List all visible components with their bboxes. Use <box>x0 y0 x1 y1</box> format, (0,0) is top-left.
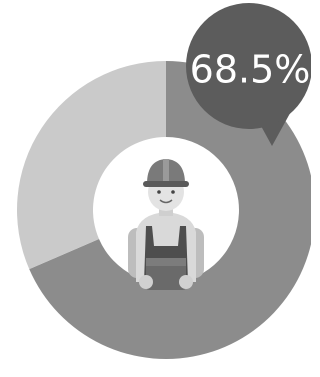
chart: 68.5% <box>0 0 311 377</box>
page: {"chart_data": {"type": "donut", "values… <box>0 0 311 377</box>
value-label: 68.5% <box>190 48 311 92</box>
worker-icon <box>128 159 204 290</box>
